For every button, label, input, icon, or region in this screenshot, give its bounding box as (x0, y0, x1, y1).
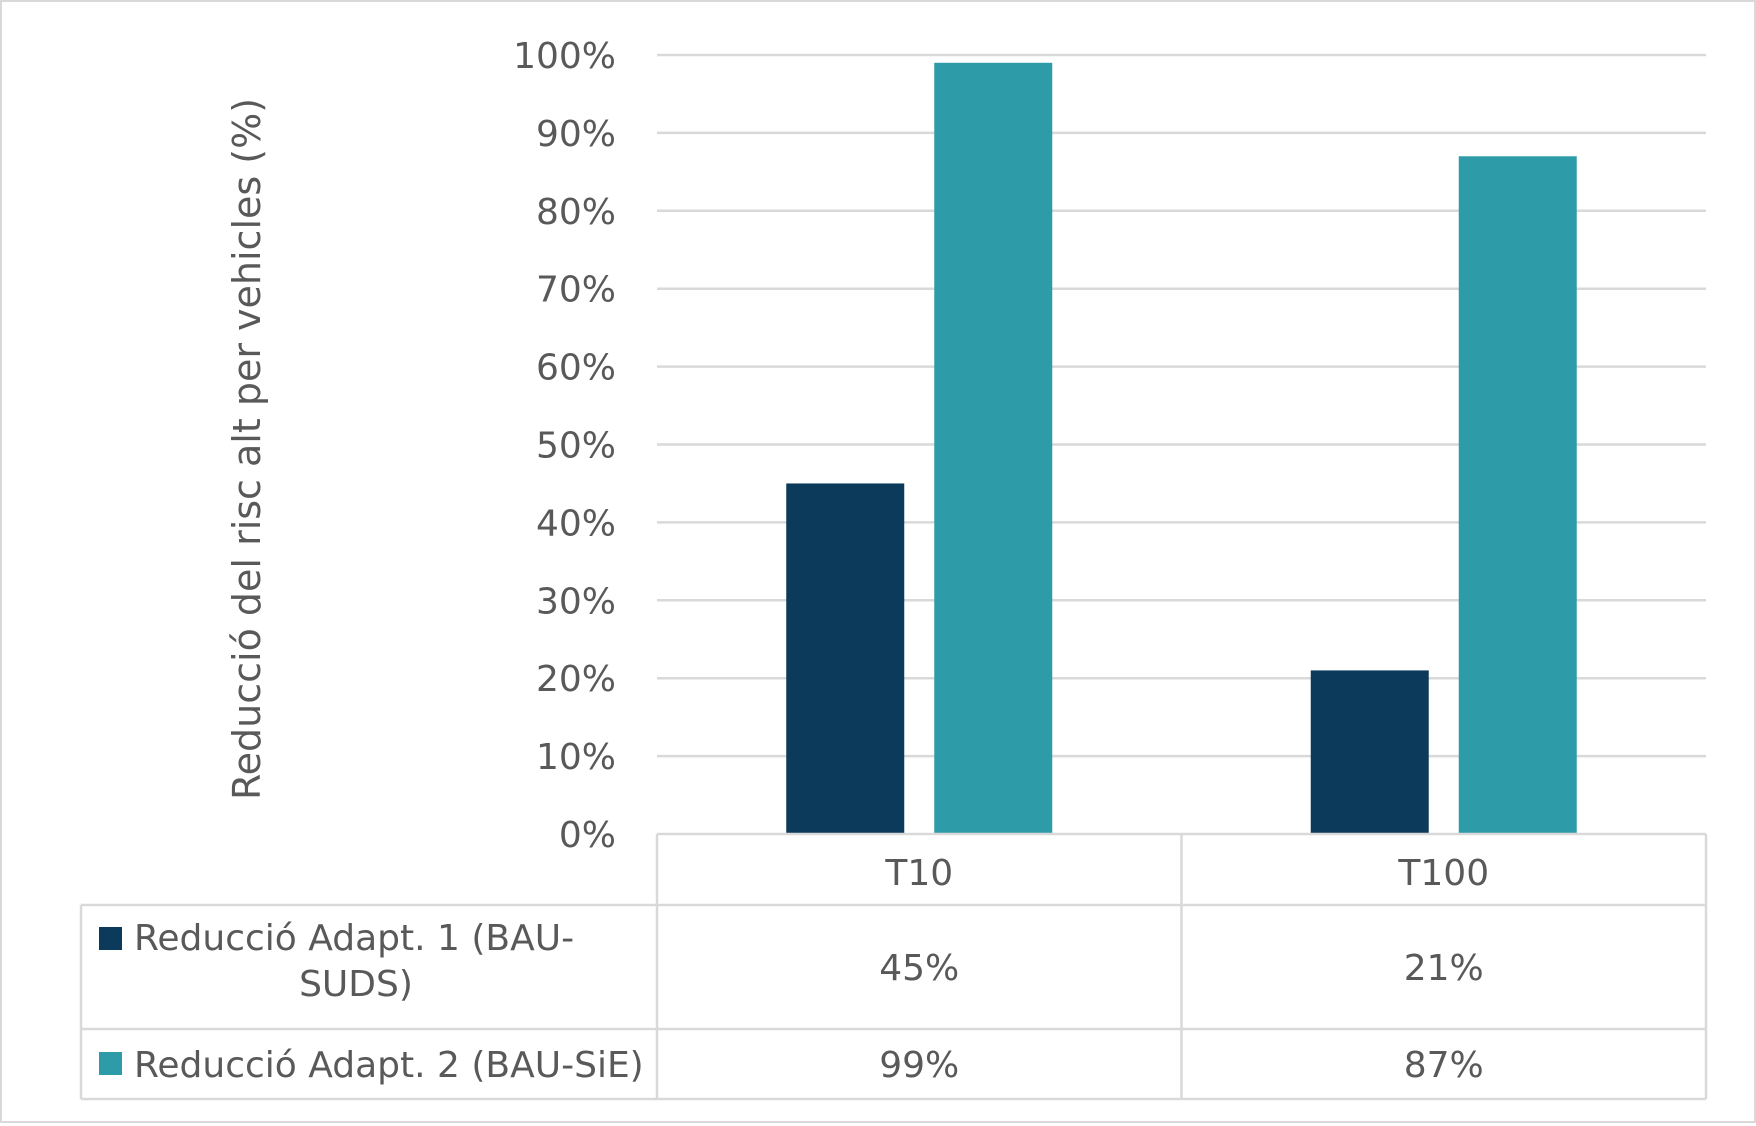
y-tick-label: 30% (536, 581, 616, 622)
legend-label: Reducció Adapt. 2 (BAU-SiE) (134, 1045, 644, 1086)
y-tick-label: 60% (536, 348, 616, 389)
y-axis-ticks: 0% 10% 20% 30% 40% 50% 60% 70% 80% 90% 100% (513, 36, 616, 856)
legend-label: Reducció Adapt. 1 (BAU- (134, 918, 574, 959)
table-value: 99% (879, 1045, 959, 1086)
data-table: T10 T100 Reducció Adapt. 1 (BAU- SUDS) 45% 21… (79, 832, 1708, 1101)
table-value: 21% (1404, 948, 1484, 989)
y-tick-label: 100% (513, 36, 616, 77)
y-tick-label: 20% (536, 659, 616, 700)
bar (934, 62, 1053, 835)
legend-label: SUDS) (299, 964, 413, 1005)
x-category-label: T100 (1397, 853, 1489, 894)
y-tick-label: 40% (536, 503, 616, 544)
y-tick-label: 0% (559, 815, 616, 856)
y-tick-label: 90% (536, 114, 616, 155)
x-category-label: T10 (884, 853, 953, 894)
y-tick-label: 70% (536, 270, 616, 311)
table-value: 87% (1404, 1045, 1484, 1086)
y-tick-label: 50% (536, 426, 616, 467)
y-tick-label: 80% (536, 192, 616, 233)
bars (786, 62, 1577, 835)
legend-key (99, 1052, 122, 1075)
bar (1458, 156, 1577, 834)
y-axis-label: Reducció del risc alt per vehicles (%) (225, 98, 269, 800)
table-value: 45% (879, 948, 959, 989)
y-tick-label: 10% (536, 737, 616, 778)
bar (786, 483, 905, 834)
legend-key (99, 927, 122, 950)
bar (1310, 670, 1429, 834)
